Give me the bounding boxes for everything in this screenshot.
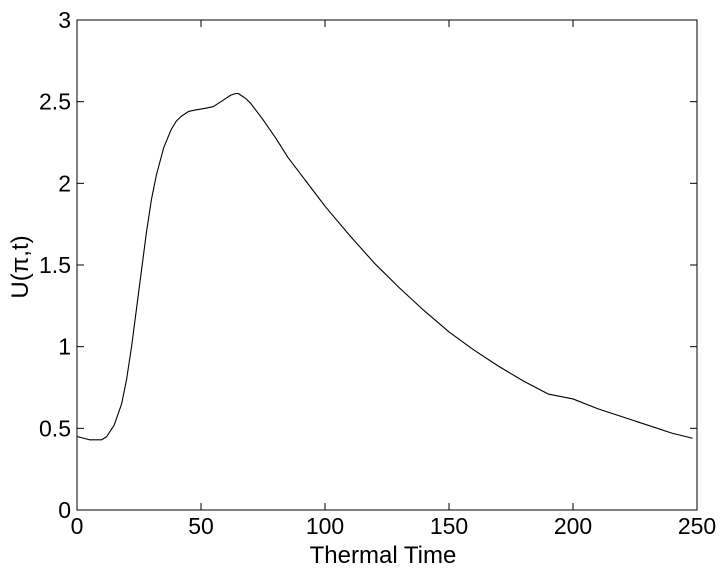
x-tick-label: 100 (306, 513, 344, 539)
y-tick-label: 1 (58, 334, 71, 360)
x-tick-label: 250 (678, 513, 716, 539)
x-tick-label: 200 (554, 513, 592, 539)
series-layer (76, 92, 693, 441)
x-tick-label: 150 (430, 513, 468, 539)
y-tick-labels: 0 0.5 1 1.5 2 2.5 3 (39, 7, 71, 523)
y-tick-label: 0 (58, 497, 71, 523)
plot-frame (76, 19, 698, 511)
y-tick-label: 1.5 (39, 252, 71, 278)
plot-area (76, 19, 698, 511)
x-tick-label: 50 (188, 513, 214, 539)
y-tick-label: 3 (58, 7, 71, 33)
x-tick-labels: 0 50 100 150 200 250 (71, 513, 717, 539)
y-tick-label: 2 (58, 170, 71, 196)
y-tick-label: 0.5 (39, 415, 71, 441)
series-line (76, 92, 693, 441)
x-axis-label: Thermal Time (310, 542, 457, 569)
x-tick-label: 0 (71, 513, 84, 539)
y-axis-label: U(π,t) (7, 235, 34, 298)
y-tick-label: 2.5 (39, 89, 71, 115)
axis-ticks (76, 19, 698, 511)
